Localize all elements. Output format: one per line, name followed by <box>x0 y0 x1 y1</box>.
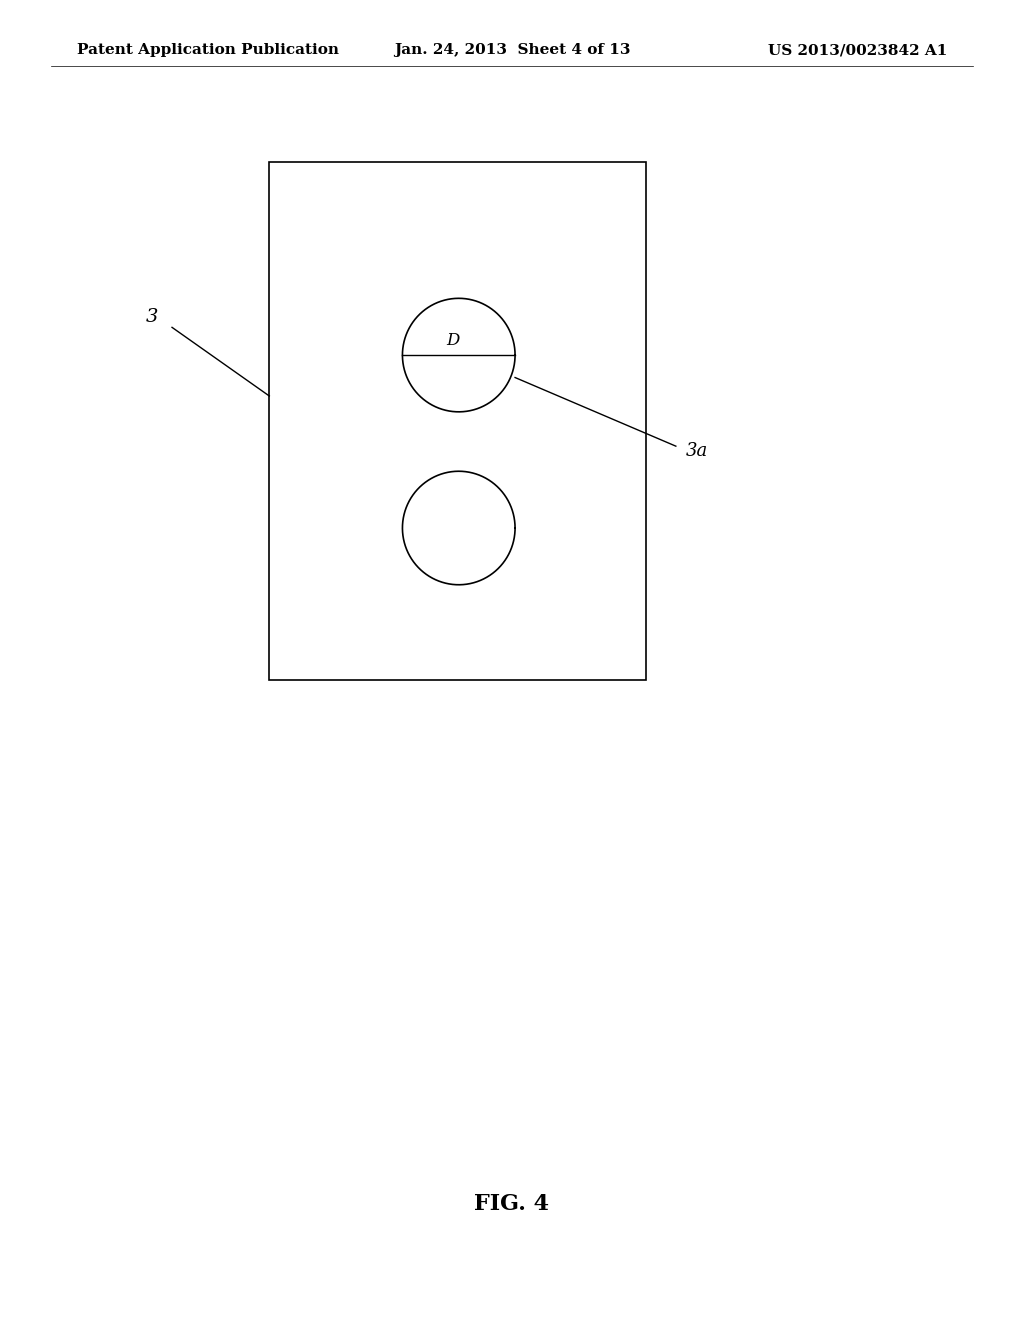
Text: Patent Application Publication: Patent Application Publication <box>77 44 339 57</box>
Text: US 2013/0023842 A1: US 2013/0023842 A1 <box>768 44 947 57</box>
Text: D: D <box>445 333 460 348</box>
Text: 3a: 3a <box>686 442 709 461</box>
Bar <box>269 162 646 680</box>
Text: 3: 3 <box>145 308 158 326</box>
Text: FIG. 4: FIG. 4 <box>474 1193 550 1214</box>
Text: Jan. 24, 2013  Sheet 4 of 13: Jan. 24, 2013 Sheet 4 of 13 <box>394 44 630 57</box>
